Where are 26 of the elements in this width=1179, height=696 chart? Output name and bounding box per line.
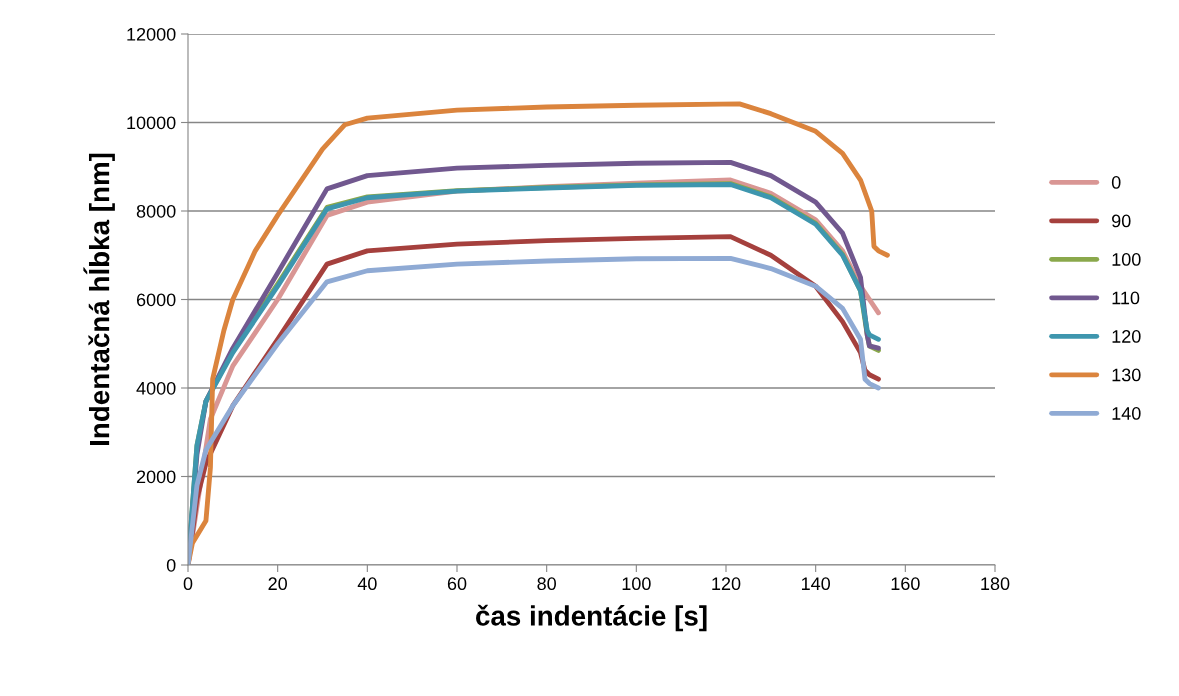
legend-label: 110 xyxy=(1112,291,1140,305)
x-tick-label: 120 xyxy=(712,577,741,591)
x-tick-label: 100 xyxy=(622,577,651,591)
x-axis-title: čas indentácie [s] xyxy=(476,604,707,632)
legend-label: 120 xyxy=(1112,330,1141,343)
legend-label: 0 xyxy=(1111,176,1121,189)
legend-label: 140 xyxy=(1112,407,1141,420)
y-tick-label: 4000 xyxy=(136,381,176,395)
x-tick-label: 20 xyxy=(268,577,287,591)
x-tick-label: 60 xyxy=(447,577,467,591)
x-tick-label: 0 xyxy=(183,577,193,591)
legend-label: 90 xyxy=(1112,214,1131,228)
legend-label: 100 xyxy=(1112,253,1141,266)
legend-label: 130 xyxy=(1112,368,1141,382)
x-tick-label: 160 xyxy=(891,577,920,591)
y-tick-label: 0 xyxy=(166,558,176,572)
x-tick-label: 40 xyxy=(357,577,377,591)
y-axis-title: Indentačná hĺbka [nm] xyxy=(83,153,115,446)
y-tick-label: 10000 xyxy=(127,116,176,130)
y-tick-label: 8000 xyxy=(136,204,176,218)
y-tick-label: 2000 xyxy=(136,470,176,484)
x-tick-label: 140 xyxy=(801,577,831,591)
x-tick-label: 180 xyxy=(981,577,1010,591)
y-tick-label: 12000 xyxy=(127,27,176,41)
x-tick-label: 80 xyxy=(537,577,556,591)
y-tick-label: 6000 xyxy=(136,293,176,307)
